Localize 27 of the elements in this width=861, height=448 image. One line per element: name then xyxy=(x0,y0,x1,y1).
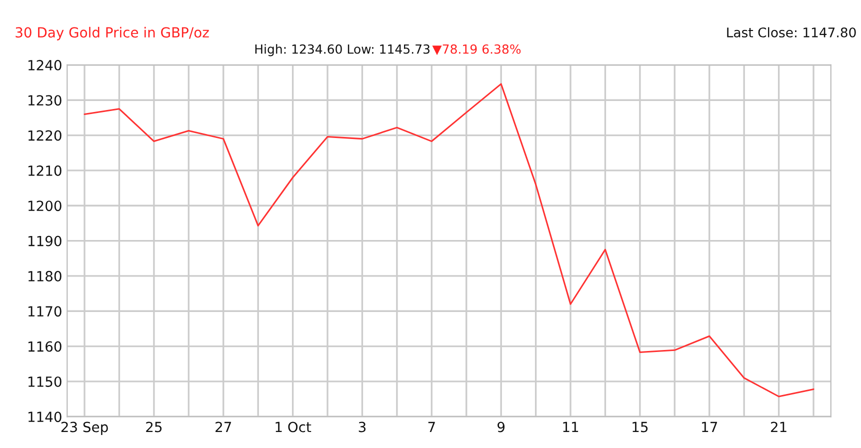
chart-subtitle: High: 1234.60 Low: 1145.73 xyxy=(255,44,430,56)
line-series xyxy=(84,83,814,398)
y-tick-label: 1190 xyxy=(28,236,62,246)
y-tick-label: 1200 xyxy=(28,200,62,212)
x-tick-label: 15 xyxy=(632,422,648,432)
y-tick-label: 1160 xyxy=(28,341,62,352)
y-tick-label: 1230 xyxy=(28,95,62,106)
y-tick-label: 1210 xyxy=(28,165,62,176)
y-tick-label: 1220 xyxy=(28,130,62,141)
x-tick-label: 9 xyxy=(498,422,505,432)
y-tick-label: 1140 xyxy=(28,412,62,422)
y-tick-label: 1180 xyxy=(28,270,62,282)
x-tick-label: 1 Oct xyxy=(276,422,312,432)
y-tick-label: 1170 xyxy=(28,306,62,317)
x-tick-label: 17 xyxy=(702,422,718,432)
x-tick-label: 21 xyxy=(770,422,786,432)
x-tick-label: 7 xyxy=(428,422,435,432)
x-tick-label: 3 xyxy=(358,422,366,432)
chart-title: 30 Day Gold Price in GBP/oz xyxy=(16,26,209,40)
x-tick-label: 27 xyxy=(216,422,232,432)
y-tick-label: 1240 xyxy=(28,60,62,70)
x-tick-label: 23 Sep xyxy=(61,422,108,435)
x-tick-label: 11 xyxy=(563,422,578,432)
text: Last Close: 1147.80 xyxy=(727,27,856,38)
text: ▼78.19 6.38% xyxy=(432,44,521,56)
y-tick-label: 1150 xyxy=(28,376,62,387)
x-tick-label: 25 xyxy=(146,422,162,432)
